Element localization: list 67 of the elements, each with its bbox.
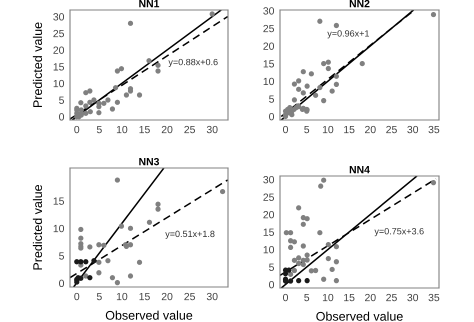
y-tick-label: 5: [59, 252, 64, 260]
y-tick-label: 30: [53, 13, 64, 21]
y-tick-label: 30: [263, 7, 274, 15]
x-axis-title: Observed value: [106, 310, 192, 320]
y-tick-label: 10: [54, 80, 64, 88]
annotation: y=0.96x+1: [327, 30, 370, 38]
y-tick-label: 10: [54, 224, 64, 232]
chart-title: NN4: [350, 166, 370, 174]
y-tick-label: 15: [264, 60, 274, 68]
annotation: y=0.88x+0.6: [168, 58, 218, 68]
x-tick-label: 5: [96, 126, 102, 134]
y-tick-label: 5: [269, 95, 274, 103]
x-tick-label: 5: [304, 126, 310, 134]
y-tick-label: 25: [263, 24, 274, 32]
x-tick-label: 5: [96, 292, 102, 300]
chart-title: NN2: [350, 0, 370, 8]
y-tick-label: 15: [54, 63, 64, 71]
x-tick-label: 15: [344, 126, 354, 134]
x-tick-label: 15: [139, 292, 150, 300]
y-tick-label: 5: [59, 96, 64, 104]
y-tick-label: 20: [263, 42, 274, 50]
x-tick-label: 25: [184, 292, 195, 300]
y-tick-label: 5: [269, 264, 274, 271]
y-tick-label: 25: [53, 30, 64, 38]
annotation: y=0.51x+1.8: [165, 230, 215, 239]
x-tick-label: 0: [74, 126, 80, 134]
y-tick-label: 20: [53, 46, 64, 54]
y-tick-label: 0: [269, 112, 274, 120]
y-tick-label: 15: [54, 198, 64, 205]
x-tick-label: 30: [407, 126, 418, 134]
y-tick-label: 25: [263, 194, 274, 201]
x-tick-label: 0: [283, 294, 288, 302]
x-tick-label: 30: [206, 126, 218, 134]
x-tick-label: 10: [116, 126, 128, 134]
x-tick-label: 25: [386, 294, 397, 302]
chart-title: NN1: [139, 0, 160, 8]
y-tick-label: 0: [59, 280, 64, 288]
x-tick-label: 10: [116, 292, 128, 300]
y-tick-label: 30: [263, 176, 274, 184]
x-tick-label: 30: [206, 292, 218, 300]
y-tick-label: 10: [264, 246, 274, 254]
x-tick-label: 5: [304, 294, 310, 302]
y-axis-title: Predicted value: [32, 22, 42, 108]
annotation: y=0.75x+3.6: [374, 228, 424, 236]
x-tick-label: 15: [344, 294, 354, 302]
x-tick-label: 20: [365, 126, 376, 134]
y-tick-label: 15: [264, 228, 274, 236]
x-tick-label: 25: [184, 126, 195, 134]
y-tick-label: 0: [269, 281, 274, 288]
x-tick-label: 10: [322, 294, 334, 302]
chart-title: NN3: [139, 158, 160, 166]
x-axis-title: Observed value: [316, 312, 403, 321]
x-tick-label: 30: [407, 294, 418, 302]
y-tick-label: 10: [264, 78, 274, 86]
x-tick-label: 35: [428, 294, 440, 302]
y-tick-label: 0: [59, 113, 64, 121]
x-tick-label: 20: [365, 294, 376, 302]
y-tick-label: 20: [263, 211, 274, 218]
x-tick-label: 10: [322, 126, 334, 134]
x-tick-label: 35: [428, 126, 440, 134]
x-tick-label: 0: [283, 126, 288, 134]
x-tick-label: 15: [139, 126, 150, 134]
y-axis-title: Predicted value: [32, 184, 42, 270]
x-tick-label: 20: [162, 126, 172, 134]
x-tick-label: 0: [74, 292, 80, 300]
x-tick-label: 20: [162, 292, 172, 300]
x-tick-label: 25: [386, 126, 397, 134]
